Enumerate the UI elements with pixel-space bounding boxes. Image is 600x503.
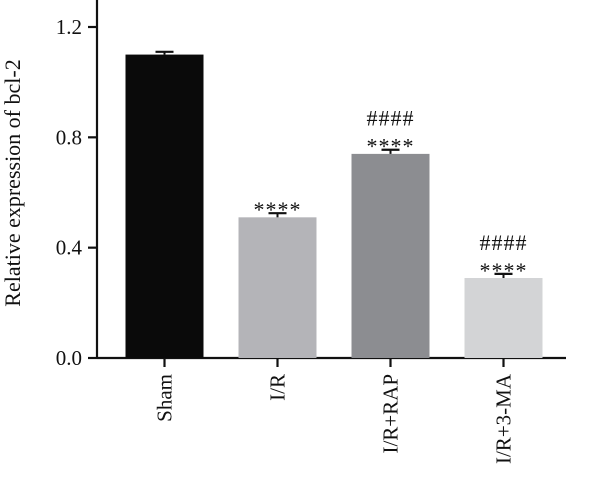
x-tick-label: Sham [153, 374, 177, 422]
x-tick-label: I/R [266, 374, 290, 401]
significance-annotation: **** [367, 134, 415, 159]
labels: 0.0 0.4 0.8 1.2 Sham I/R **** I/R+RAP #### **** I/… [56, 15, 528, 464]
y-axis-label: Relative expression of bcl-2 [0, 59, 25, 306]
y-tick-label: 1.2 [56, 15, 82, 39]
y-tick-label: 0.0 [56, 346, 82, 370]
y-tick-label: 0.4 [56, 236, 83, 260]
significance-annotation: **** [480, 258, 528, 283]
x-tick-label: I/R+RAP [379, 374, 403, 454]
bar [351, 153, 430, 358]
significance-annotation: **** [254, 197, 302, 222]
bar [238, 217, 317, 358]
bar [125, 54, 204, 358]
significance-annotation: #### [480, 230, 528, 255]
y-tick-label: 0.8 [56, 125, 82, 149]
significance-annotation: #### [367, 106, 415, 131]
bar [464, 278, 543, 358]
bars [125, 50, 543, 358]
x-tick-label: I/R+3-MA [492, 373, 516, 464]
